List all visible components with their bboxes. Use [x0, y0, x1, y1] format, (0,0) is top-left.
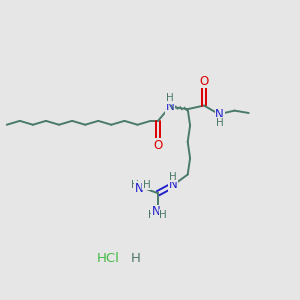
Text: O: O	[153, 139, 163, 152]
Text: H: H	[160, 210, 167, 220]
Text: N: N	[134, 182, 143, 195]
Text: O: O	[200, 75, 209, 88]
Text: N: N	[166, 100, 174, 113]
Text: N: N	[215, 108, 224, 121]
Text: H: H	[169, 172, 177, 182]
Text: H: H	[148, 210, 155, 220]
Text: H: H	[143, 180, 150, 190]
Text: H: H	[131, 180, 139, 190]
Text: H: H	[131, 252, 141, 265]
Text: H: H	[216, 118, 224, 128]
Text: N: N	[152, 205, 161, 218]
Text: HCl: HCl	[97, 252, 119, 265]
Text: N: N	[169, 178, 177, 191]
Text: H: H	[166, 93, 174, 103]
